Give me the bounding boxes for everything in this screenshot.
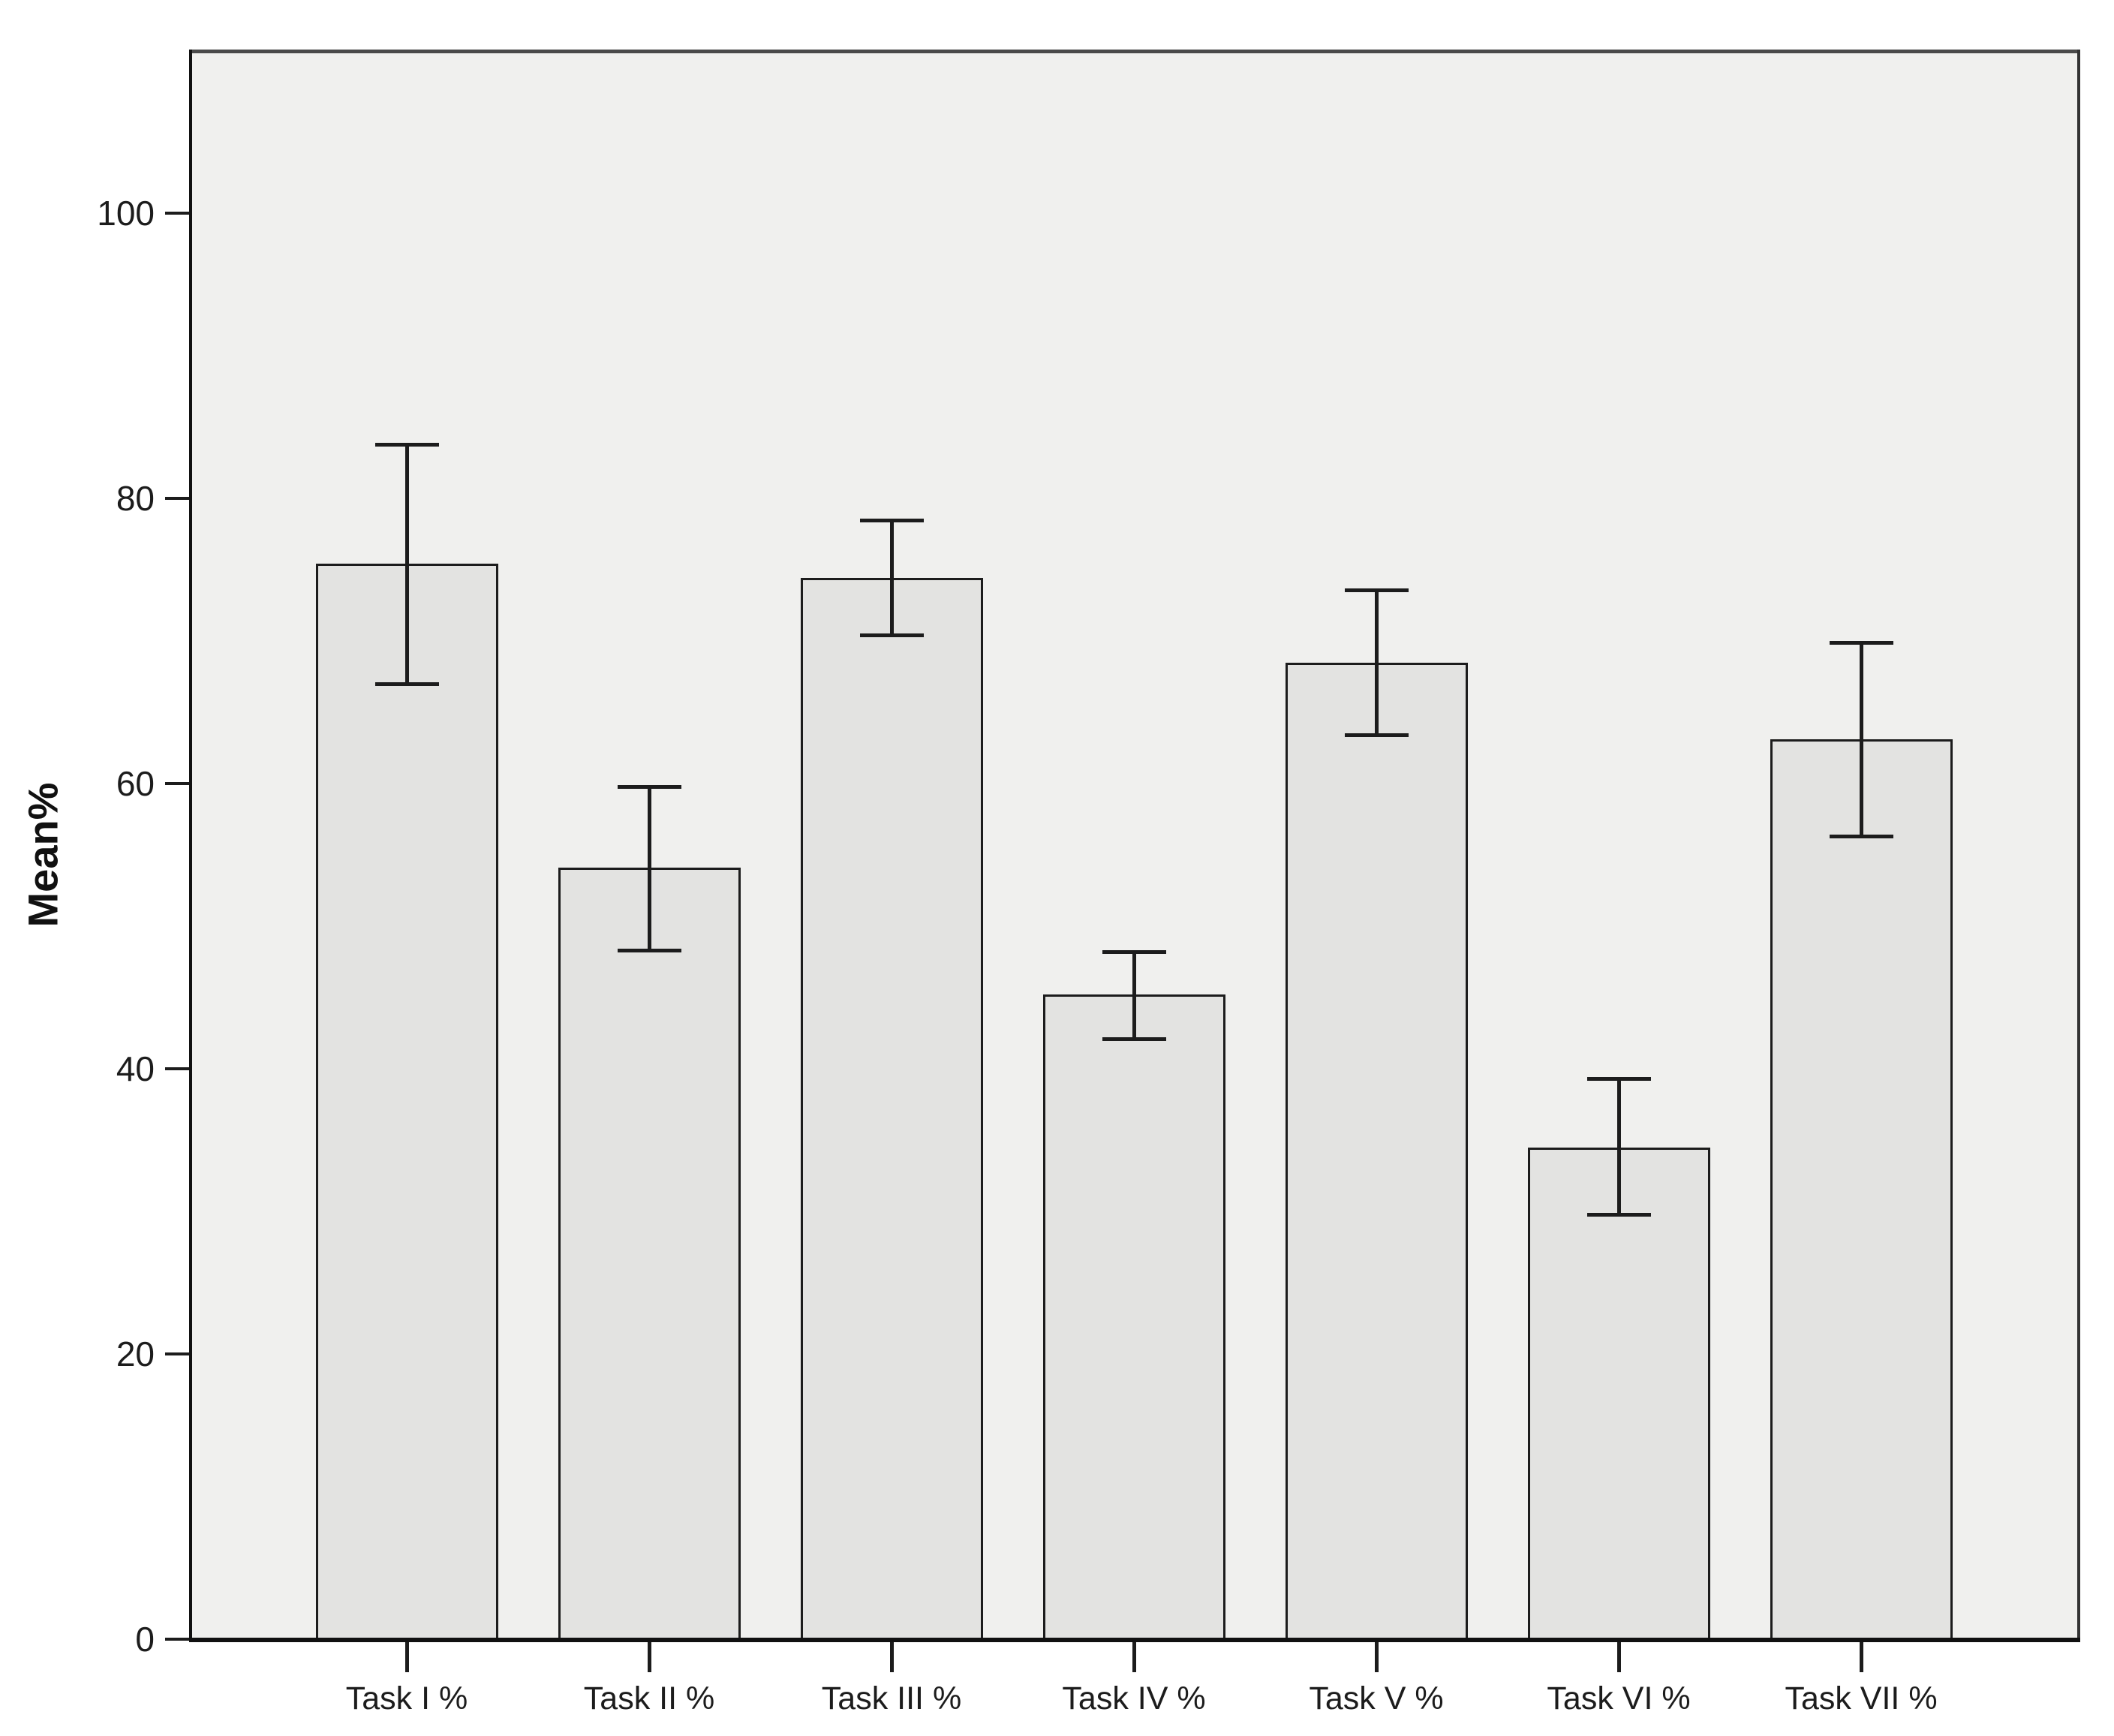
bar (1770, 739, 1953, 1639)
y-tick-mark (165, 497, 192, 500)
error-bar-cap (1344, 733, 1409, 738)
error-bar-cap (1102, 1037, 1166, 1042)
error-bar-stem (648, 786, 651, 951)
plot-area: Task I % Task II % Task III % Task IV % Task… (97, 50, 2080, 1715)
y-tick-label: 20 (116, 1334, 155, 1373)
error-bar-cap (1344, 588, 1409, 592)
y-tick-label: 60 (116, 764, 155, 803)
error-bar-stem (890, 519, 894, 636)
error-bar-stem (1617, 1079, 1621, 1214)
bar (1042, 994, 1225, 1639)
error-bar-cap (617, 784, 681, 789)
error-bar-cap (1829, 640, 1893, 645)
y-tick-label: 80 (116, 479, 155, 518)
bar (1527, 1147, 1710, 1639)
error-bar-stem (1375, 589, 1379, 736)
bar (558, 868, 741, 1639)
y-tick-mark (165, 1352, 192, 1355)
error-bar-cap (1586, 1212, 1651, 1217)
x-category-label: Task II % (583, 1680, 715, 1716)
error-bar-stem (1132, 952, 1136, 1039)
bar (315, 564, 498, 1639)
x-category-label: Task VII % (1785, 1680, 1938, 1716)
x-category-label: Task VI % (1547, 1680, 1691, 1716)
x-category-label: Task I % (345, 1680, 468, 1716)
y-tick-mark (165, 212, 192, 215)
error-bar-cap (859, 518, 924, 522)
x-tick-mark (890, 1639, 894, 1672)
x-tick-mark (1617, 1639, 1621, 1672)
y-tick-label: 100 (97, 194, 155, 233)
x-tick-mark (648, 1639, 651, 1672)
frame-top-line (192, 50, 2077, 53)
y-tick-mark (165, 782, 192, 785)
y-tick-label: 40 (116, 1049, 155, 1088)
x-tick-mark (405, 1639, 409, 1672)
error-bar-cap (1586, 1077, 1651, 1082)
x-tick-mark (1132, 1639, 1136, 1672)
bar (800, 578, 983, 1639)
x-category-label: Task V % (1309, 1680, 1444, 1716)
error-bar-stem (1860, 642, 1863, 837)
error-bar-cap (374, 682, 439, 686)
error-bar-stem (405, 444, 409, 684)
x-axis-line (189, 1638, 2080, 1642)
error-bar-cap (1102, 950, 1166, 955)
error-bar-cap (859, 633, 924, 638)
x-tick-mark (1860, 1639, 1863, 1672)
y-tick-mark (165, 1067, 192, 1070)
error-bar-cap (617, 949, 681, 953)
error-bar-cap (374, 442, 439, 447)
frame-right-line (2077, 50, 2080, 1642)
y-tick-label: 0 (135, 1620, 155, 1659)
x-category-label: Task IV % (1062, 1680, 1206, 1716)
error-bar-cap (1829, 835, 1893, 839)
bar (1285, 662, 1468, 1639)
x-tick-mark (1375, 1639, 1379, 1672)
y-tick-mark (165, 1638, 192, 1641)
y-axis-line (189, 50, 192, 1642)
x-category-label: Task III % (821, 1680, 962, 1716)
y-axis-title: Mean% (19, 782, 67, 928)
